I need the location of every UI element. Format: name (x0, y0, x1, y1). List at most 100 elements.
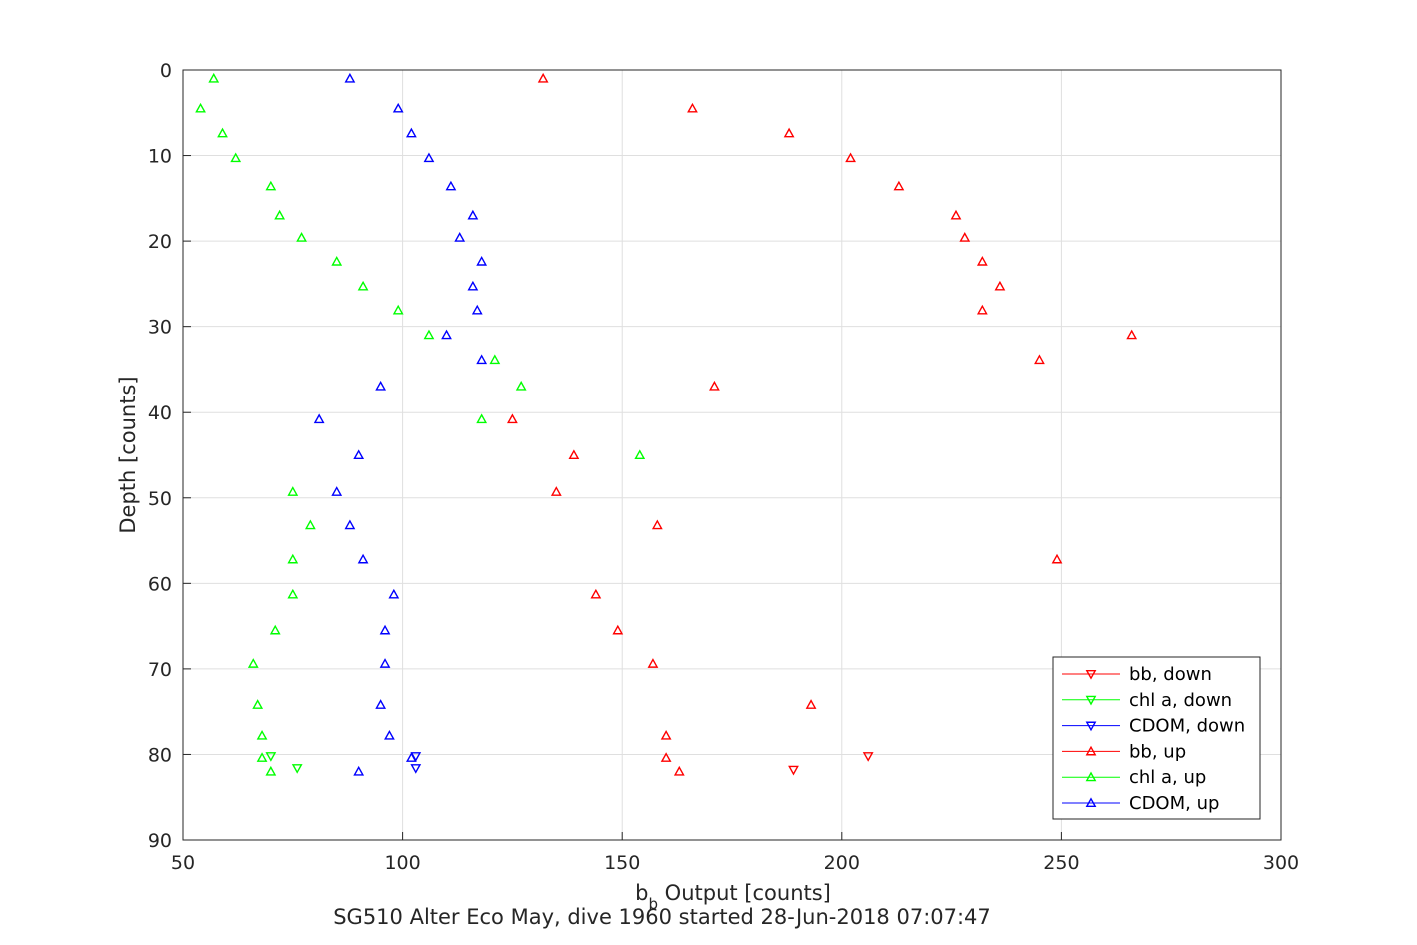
data-point (634, 449, 646, 460)
data-point (287, 486, 299, 496)
y-tick-label: 10 (148, 146, 172, 168)
data-point (269, 624, 281, 635)
data-point (392, 102, 404, 113)
data-point (384, 729, 395, 740)
data-point (467, 280, 479, 291)
series-0 (788, 752, 874, 776)
x-tick-label: 150 (604, 852, 640, 874)
x-tick-label: 100 (384, 852, 420, 874)
data-point (647, 658, 659, 668)
data-point (687, 102, 698, 113)
data-point (274, 209, 286, 220)
y-tick-label: 50 (148, 488, 172, 510)
data-point (405, 752, 417, 762)
y-tick-label: 0 (160, 60, 172, 82)
data-point (247, 658, 259, 668)
data-point (423, 152, 435, 163)
data-point (660, 752, 672, 762)
y-tick-label: 40 (148, 402, 172, 424)
data-point (1051, 553, 1063, 564)
data-point (230, 152, 242, 163)
data-point (709, 380, 720, 391)
data-point (296, 232, 307, 242)
data-point (353, 765, 365, 776)
data-point (287, 553, 299, 564)
data-point (265, 180, 277, 191)
data-point (651, 519, 663, 530)
x-tick-label: 200 (824, 852, 860, 874)
data-point (515, 380, 527, 391)
data-point (893, 180, 905, 191)
series-3 (507, 72, 1138, 776)
data-point (287, 588, 299, 599)
x-axis-label-main: b (635, 881, 648, 905)
legend-marker (1085, 797, 1097, 808)
legend-item: chl a, up (1062, 767, 1206, 788)
data-point (313, 413, 325, 424)
y-tick-label: 80 (148, 744, 172, 766)
data-point (976, 304, 988, 315)
legend-label: chl a, up (1129, 767, 1206, 788)
data-point (265, 765, 277, 776)
data-point (379, 624, 391, 635)
data-point (344, 72, 356, 83)
y-tick-label: 20 (148, 231, 172, 253)
x-axis-label: bb Output [counts] (635, 881, 831, 913)
y-axis-label: Depth [counts] (116, 376, 140, 533)
data-point (783, 127, 795, 138)
data-point (379, 658, 391, 668)
data-point (357, 280, 369, 291)
axes-frame (182, 69, 1282, 841)
y-tick-label: 90 (148, 830, 172, 852)
data-point (862, 752, 874, 762)
legend-marker (1085, 721, 1097, 732)
legend-marker (1085, 669, 1097, 680)
data-point (445, 180, 457, 191)
data-point (568, 449, 580, 460)
data-point (265, 752, 277, 762)
x-axis-label-subscript: b (648, 895, 658, 913)
data-point (392, 304, 404, 315)
legend-label: bb, down (1129, 664, 1212, 685)
data-point (375, 699, 387, 709)
y-tick-label: 30 (148, 317, 172, 339)
y-tick-label: 70 (148, 659, 172, 681)
data-point (441, 329, 452, 340)
legend-marker (1085, 745, 1097, 756)
data-point (1034, 354, 1045, 365)
chart-title: SG510 Alter Eco May, dive 1960 started 2… (333, 905, 991, 929)
data-point (507, 413, 518, 424)
data-point (331, 256, 343, 266)
data-point (217, 127, 228, 138)
data-point (353, 449, 365, 460)
y-tick-label: 60 (148, 573, 172, 595)
series-4 (195, 72, 646, 776)
data-point (454, 232, 466, 242)
legend-label: CDOM, up (1129, 793, 1219, 814)
data-point (805, 699, 817, 709)
data-point (291, 764, 303, 774)
data-point (471, 304, 483, 315)
data-point (467, 209, 479, 220)
data-point (976, 256, 988, 266)
data-point (994, 280, 1006, 291)
data-point (950, 209, 962, 220)
data-marks (195, 72, 1138, 776)
series-5 (313, 72, 488, 776)
legend-item: chl a, down (1062, 690, 1232, 711)
data-point (423, 329, 435, 340)
data-point (1126, 329, 1138, 340)
series-1 (265, 752, 303, 774)
data-point (375, 380, 387, 391)
x-tick-label: 50 (171, 852, 195, 874)
legend-box (1052, 656, 1261, 820)
data-point (388, 588, 400, 599)
data-point (304, 519, 316, 530)
data-point (550, 486, 562, 496)
data-point (252, 699, 264, 709)
data-point (357, 553, 369, 564)
legend-label: bb, up (1129, 741, 1186, 762)
data-point (489, 354, 501, 365)
data-point (195, 102, 206, 113)
